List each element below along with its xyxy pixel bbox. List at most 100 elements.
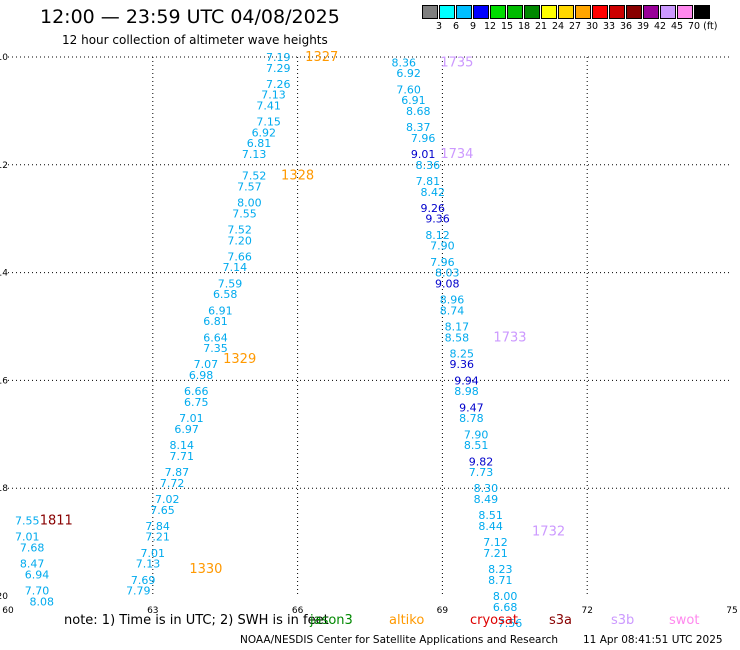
wave-height-value: 8.47: [20, 558, 45, 571]
wave-height-value: 7.14: [223, 261, 248, 274]
track-time-label: 1327: [305, 50, 338, 65]
generation-timestamp: 11 Apr 08:41:51 UTC 2025: [583, 634, 723, 646]
wave-height-value: 8.30: [474, 482, 499, 495]
legend-label: 15: [500, 21, 514, 32]
wave-height-value: 8.00: [493, 590, 518, 603]
legend-label: 3: [435, 21, 443, 32]
wave-height-value: 7.81: [416, 175, 441, 188]
legend-label: 30: [585, 21, 599, 32]
legend-label: 36: [619, 21, 633, 32]
wave-height-value: 6.81: [203, 315, 228, 328]
wave-height-value: 6.91: [208, 304, 233, 317]
wave-height-value: 9.01: [411, 148, 436, 161]
x-tick-label: 63: [147, 606, 158, 616]
legend-swatch: [422, 5, 438, 19]
legend-label: 24: [551, 21, 565, 32]
chart-title: 12:00 — 23:59 UTC 04/08/2025: [40, 6, 340, 28]
wave-height-value: 6.91: [401, 94, 426, 107]
wave-height-value: 6.68: [493, 601, 518, 614]
wave-height-value: 7.52: [242, 170, 267, 183]
wave-height-value: 7.52: [227, 223, 252, 236]
wave-height-value: 9.36: [425, 213, 450, 226]
wave-height-value: 7.55: [15, 515, 40, 528]
wave-height-value: 7.13: [136, 558, 161, 571]
legend-label: 33: [602, 21, 616, 32]
legend-swatch: [456, 5, 472, 19]
y-tick-label: -20: [0, 592, 8, 602]
wave-height-value: 7.01: [179, 412, 204, 425]
wave-height-value: 8.14: [170, 439, 195, 452]
legend-swatch: [660, 5, 676, 19]
legend-swatch: [609, 5, 625, 19]
legend-swatch: [592, 5, 608, 19]
legend-label: 27: [568, 21, 582, 32]
y-tick-label: -16: [0, 376, 8, 386]
wave-height-value: 7.55: [232, 207, 257, 220]
wave-height-value: 7.56: [498, 617, 523, 630]
satellite-legend-s3a: s3a: [549, 613, 573, 628]
wave-height-value: 7.72: [160, 477, 185, 490]
wave-height-value: 7.65: [150, 504, 175, 517]
wave-height-value: 8.58: [445, 331, 470, 344]
wave-height-value: 7.29: [266, 62, 291, 75]
wave-height-value: 8.74: [440, 304, 465, 317]
wave-height-value: 9.94: [454, 374, 479, 387]
wave-height-value: 7.90: [430, 240, 455, 253]
wave-height-value: 8.03: [435, 267, 460, 280]
wave-height-value: 7.57: [237, 180, 262, 193]
satellite-legend: jason3 altiko cryosat s3a s3b swot: [0, 613, 740, 631]
wave-height-value: 9.26: [420, 202, 445, 215]
wave-height-value: 8.51: [478, 509, 503, 522]
wave-height-value: 7.59: [218, 277, 243, 290]
wave-height-value: 6.81: [247, 137, 272, 150]
legend-label: 70 (ft): [688, 21, 718, 32]
track-time-label: 1733: [493, 330, 526, 345]
chart-subtitle: 12 hour collection of altimeter wave hei…: [62, 33, 328, 47]
credit-line: NOAA/NESDIS Center for Satellite Applica…: [240, 634, 558, 646]
legend-swatch: [507, 5, 523, 19]
wave-height-value: 7.41: [256, 100, 281, 113]
wave-height-value: 8.08: [30, 595, 55, 608]
wave-height-value: 7.69: [131, 574, 156, 587]
legend-swatch: [439, 5, 455, 19]
wave-height-value: 7.90: [464, 428, 489, 441]
satellite-legend-cryosat: cryosat: [470, 613, 518, 628]
wave-height-value: 7.79: [126, 585, 151, 598]
wave-height-value: 7.68: [20, 541, 45, 554]
wave-height-value: 8.37: [406, 121, 431, 134]
wave-height-value: 8.44: [478, 520, 503, 533]
wave-height-value: 6.75: [184, 396, 209, 409]
track-time-label: 1811: [40, 514, 73, 529]
wave-height-value: 6.98: [189, 369, 214, 382]
wave-height-value: 8.36: [392, 56, 417, 69]
wave-height-value: 8.98: [454, 385, 479, 398]
wave-height-value: 7.35: [203, 342, 228, 355]
wave-height-value: 8.49: [474, 493, 499, 506]
legend-swatch: [626, 5, 642, 19]
wave-height-value: 7.12: [483, 536, 508, 549]
y-tick-label: -12: [0, 161, 8, 171]
wave-height-value: 6.58: [213, 288, 238, 301]
wave-height-value: 9.47: [459, 401, 484, 414]
track-time-label: 1735: [440, 55, 473, 70]
wave-height-value: 6.92: [396, 67, 421, 80]
track-time-label: 1328: [281, 169, 314, 184]
wave-height-value: 8.42: [420, 186, 445, 199]
wave-height-value: 7.84: [145, 520, 170, 533]
legend-swatch: [677, 5, 693, 19]
legend-label: 18: [517, 21, 531, 32]
wave-height-value: 8.78: [459, 412, 484, 425]
legend-swatch: [694, 5, 710, 19]
wave-height-value: 7.01: [141, 547, 166, 560]
wave-height-value: 8.68: [406, 105, 431, 118]
wave-height-value: 8.36: [416, 159, 441, 172]
legend-label: 9: [469, 21, 477, 32]
wave-height-value: 7.13: [261, 89, 286, 102]
footer-note: note: 1) Time is in UTC; 2) SWH is in fe…: [64, 613, 329, 628]
wave-height-value: 7.19: [266, 51, 291, 64]
legend-swatch: [558, 5, 574, 19]
wave-height-value: 7.60: [396, 83, 421, 96]
track-time-label: 1329: [223, 352, 256, 367]
x-tick-label: 60: [2, 606, 14, 616]
wave-height-value: 9.08: [435, 277, 460, 290]
